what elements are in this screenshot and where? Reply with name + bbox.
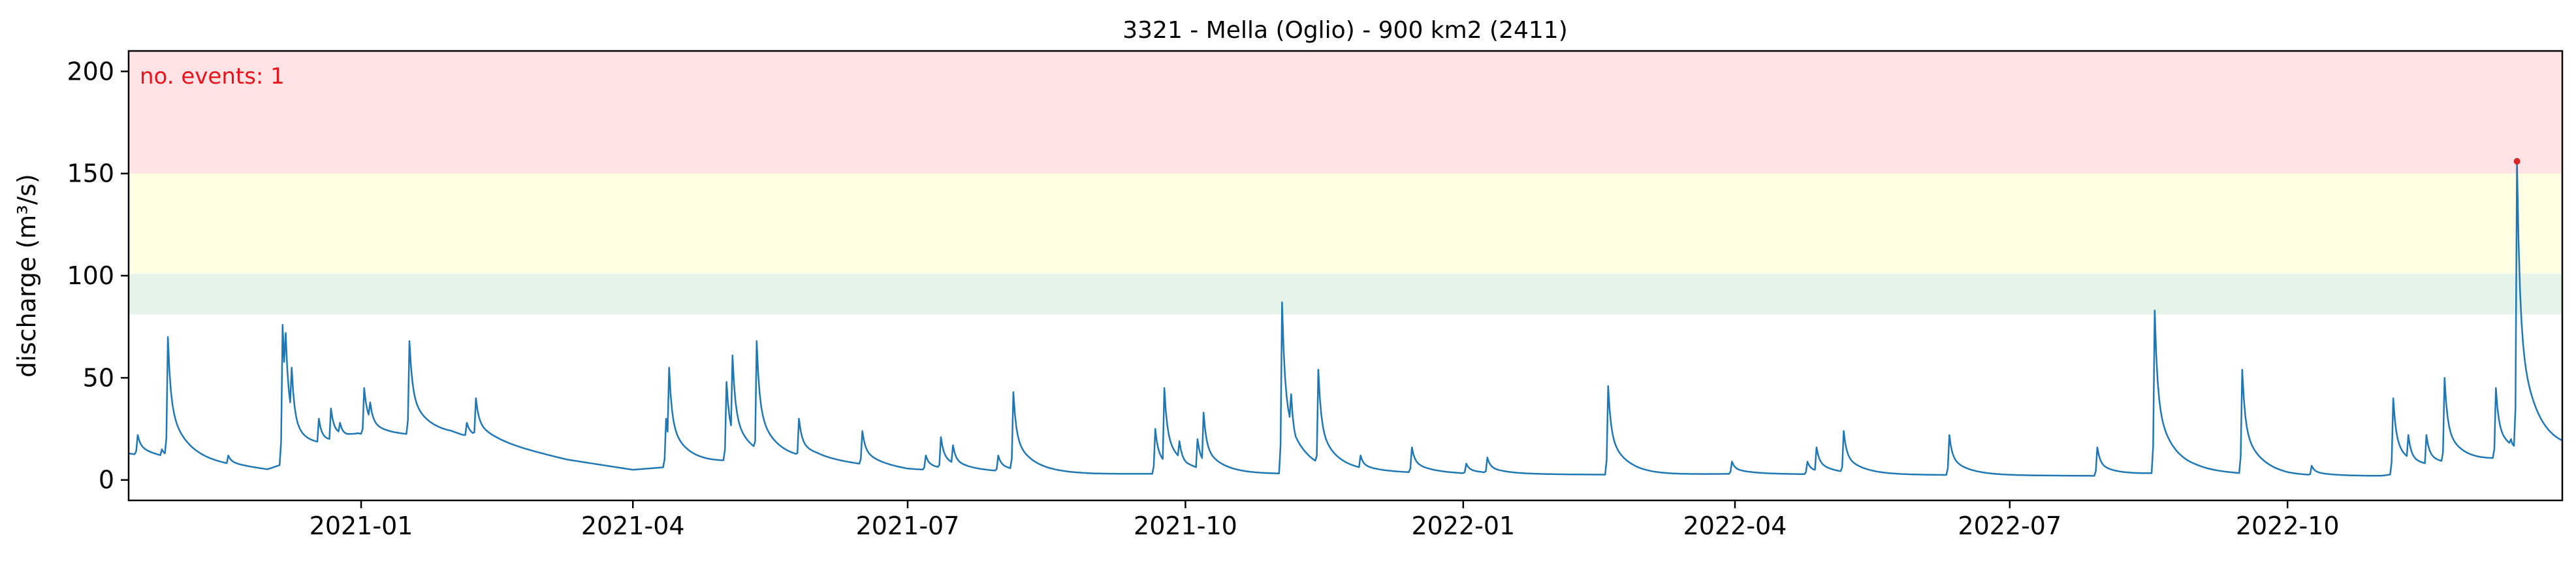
- threshold-bands: [129, 51, 2562, 315]
- discharge-line: [129, 160, 2562, 477]
- threshold-band-1: [129, 173, 2562, 274]
- x-tick-label-2021-04: 2021-04: [581, 512, 685, 540]
- x-tick-label-2022-01: 2022-01: [1411, 512, 1515, 540]
- y-tick-label-100: 100: [67, 261, 114, 290]
- y-tick-label-50: 50: [83, 363, 114, 392]
- x-tick-label-2021-01: 2021-01: [310, 512, 413, 540]
- y-axis-label: discharge (m³/s): [12, 174, 41, 378]
- x-tick-label-2021-10: 2021-10: [1134, 512, 1237, 540]
- x-tick-label-2022-04: 2022-04: [1683, 512, 1787, 540]
- flood-events: [2513, 157, 2520, 165]
- x-tick-label-2021-07: 2021-07: [856, 512, 960, 540]
- y-axis: 0 50 100 150 200: [67, 57, 129, 495]
- discharge-series: [129, 160, 2562, 477]
- x-tick-label-2022-10: 2022-10: [2236, 512, 2340, 540]
- y-tick-label-200: 200: [67, 57, 114, 86]
- threshold-band-0: [129, 51, 2562, 174]
- y-tick-label-150: 150: [67, 159, 114, 188]
- x-tick-label-2022-07: 2022-07: [1958, 512, 2061, 540]
- x-axis: 2021-01 2021-04 2021-07 2021-10 2022-01 2022-…: [310, 500, 2340, 540]
- event-marker-0: [2513, 157, 2520, 165]
- threshold-band-2: [129, 273, 2562, 315]
- y-tick-label-0: 0: [99, 466, 114, 495]
- event-count-annotation: no. events: 1: [140, 63, 285, 89]
- chart-title: 3321 - Mella (Oglio) - 900 km2 (2411): [1122, 17, 1568, 44]
